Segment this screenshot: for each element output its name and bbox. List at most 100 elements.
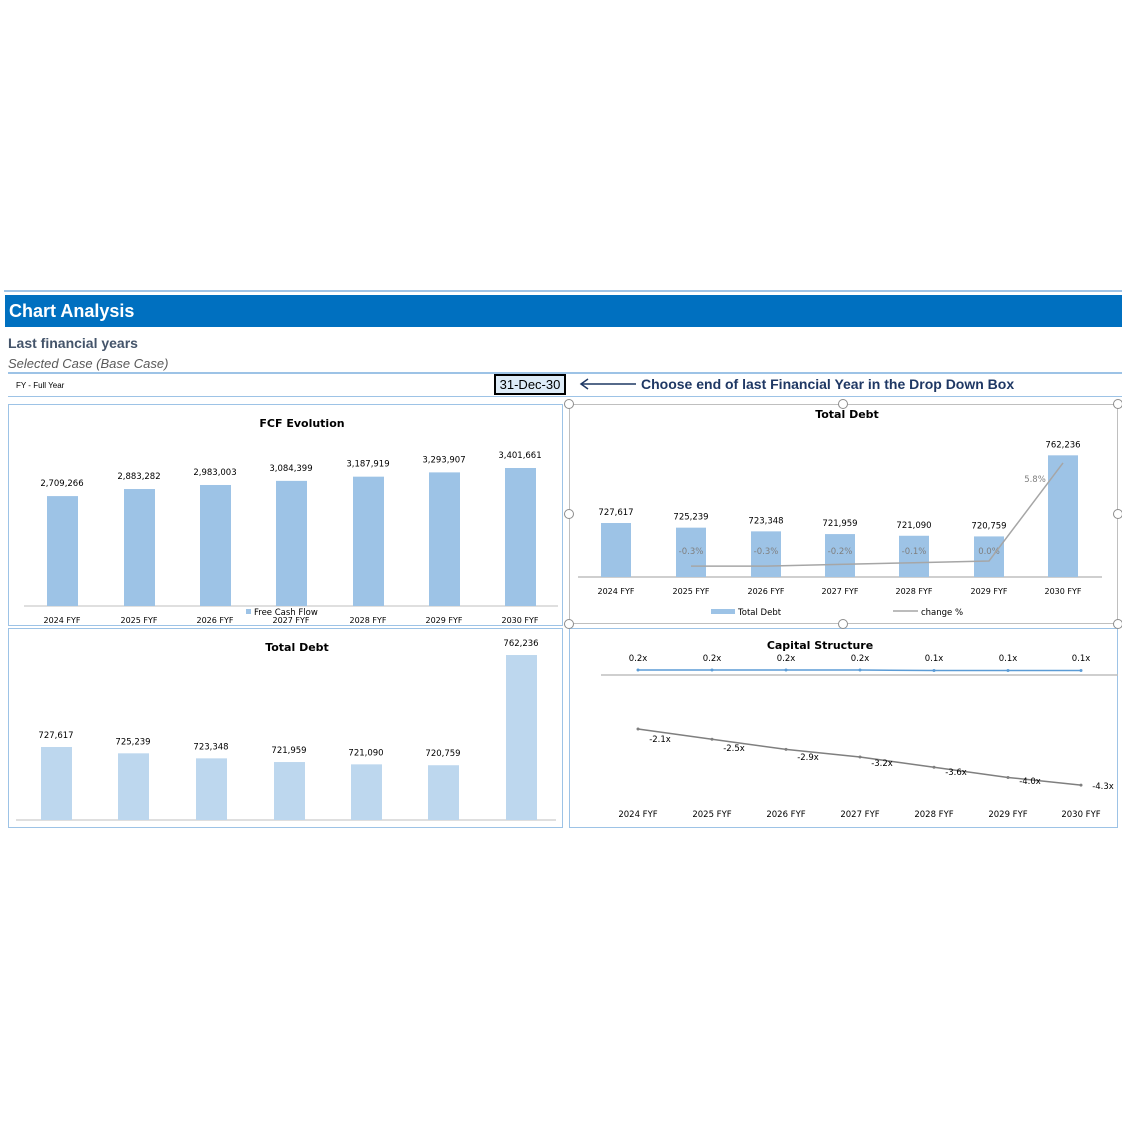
x-tick-label: 2027 FYF xyxy=(273,616,310,625)
series-point xyxy=(1079,669,1083,672)
data-label: 0.1x xyxy=(999,654,1018,664)
data-label: 762,236 xyxy=(1045,440,1080,450)
section-title: Last financial years xyxy=(8,335,138,351)
series-point xyxy=(858,668,862,672)
series-point xyxy=(1006,669,1010,672)
series-point xyxy=(932,669,936,672)
series-point xyxy=(636,668,640,672)
x-tick-label: 2030 FYF xyxy=(502,616,539,625)
data-label: 0.1x xyxy=(925,654,944,664)
change-label: -0.1% xyxy=(902,547,927,557)
bar xyxy=(274,762,305,820)
data-label: -2.5x xyxy=(723,744,745,754)
selected-case: Selected Case (Base Case) xyxy=(8,356,169,371)
chart-total-debt[interactable] xyxy=(8,628,563,828)
change-label: -0.2% xyxy=(828,547,853,557)
bar xyxy=(429,472,460,606)
x-tick-label: 2024 FYF xyxy=(598,587,635,596)
bar xyxy=(351,764,382,820)
data-label: 721,959 xyxy=(822,519,857,529)
legend-swatch xyxy=(246,609,251,614)
series-point xyxy=(1006,775,1010,779)
series-point xyxy=(784,668,788,672)
bar xyxy=(899,535,929,577)
data-label: 0.1x xyxy=(1072,654,1091,664)
data-label: 3,401,661 xyxy=(498,451,541,461)
bar xyxy=(751,531,781,577)
bar xyxy=(41,747,72,820)
x-tick-label: 2025 FYF xyxy=(121,616,158,625)
x-tick-label: 2027 FYF xyxy=(840,810,879,820)
divider xyxy=(8,372,1122,374)
series-point xyxy=(710,737,714,741)
data-label: 762,236 xyxy=(503,639,538,649)
data-label: 3,187,919 xyxy=(346,460,389,470)
arrow-left-icon xyxy=(579,378,636,390)
change-label: -0.3% xyxy=(754,547,779,557)
bar xyxy=(47,496,78,606)
x-tick-label: 2026 FYF xyxy=(766,810,805,820)
data-label: 0.2x xyxy=(777,654,796,664)
series-point xyxy=(636,727,640,731)
data-label: 2,883,282 xyxy=(117,472,160,482)
resize-handle xyxy=(838,619,848,629)
data-label: 723,348 xyxy=(748,516,783,526)
bar xyxy=(118,753,149,820)
x-tick-label: 2030 FYF xyxy=(1061,810,1100,820)
bar xyxy=(200,484,231,606)
bar xyxy=(505,468,536,606)
chart-title: Total Debt xyxy=(265,641,329,654)
divider xyxy=(8,396,1122,397)
change-label: 5.8% xyxy=(1024,475,1046,485)
data-label: 2,983,003 xyxy=(193,468,236,478)
x-tick-label: 2029 FYF xyxy=(988,810,1027,820)
bar xyxy=(428,765,459,820)
data-label: 723,348 xyxy=(193,742,228,752)
resize-handle xyxy=(564,509,574,519)
bar xyxy=(825,534,855,577)
change-line xyxy=(691,462,1064,567)
x-tick-label: 2025 FYF xyxy=(692,810,731,820)
data-label: -3.6x xyxy=(945,768,967,778)
bar xyxy=(196,758,227,820)
x-tick-label: 2024 FYF xyxy=(618,810,657,820)
bar xyxy=(974,536,1004,577)
bar xyxy=(506,655,537,820)
legend-label: Total Debt xyxy=(737,608,782,618)
chart-title: Capital Structure xyxy=(767,639,873,652)
bar xyxy=(601,523,631,577)
chart-title: FCF Evolution xyxy=(259,417,344,430)
data-label: 0.2x xyxy=(703,654,722,664)
x-tick-label: 2030 FYF xyxy=(1045,587,1082,596)
x-tick-label: 2026 FYF xyxy=(748,587,785,596)
change-label: 0.0% xyxy=(978,547,1000,557)
data-label: -2.9x xyxy=(797,753,819,763)
x-tick-label: 2028 FYF xyxy=(896,587,933,596)
series-point xyxy=(710,668,714,672)
data-label: 727,617 xyxy=(598,508,633,518)
bar xyxy=(124,489,155,606)
bar xyxy=(276,480,307,606)
fiscal-year-dropdown[interactable]: 31-Dec-30 xyxy=(494,374,566,395)
data-label: 720,759 xyxy=(971,521,1006,531)
x-tick-label: 2026 FYF xyxy=(197,616,234,625)
resize-handle xyxy=(838,399,848,409)
resize-handle xyxy=(564,619,574,629)
period-label: FY - Full Year xyxy=(16,381,65,390)
legend-label: Free Cash Flow xyxy=(254,608,318,618)
chart-title: Total Debt xyxy=(815,408,879,421)
data-label: 721,090 xyxy=(896,521,931,531)
chart-fcf-evolution[interactable] xyxy=(8,404,563,626)
x-tick-label: 2028 FYF xyxy=(350,616,387,625)
resize-handle xyxy=(1113,399,1122,409)
resize-handle xyxy=(1113,509,1122,519)
bar xyxy=(676,527,706,577)
data-label: -4.3x xyxy=(1092,782,1114,792)
bar xyxy=(353,476,384,606)
data-label: -3.2x xyxy=(871,759,893,769)
resize-handle xyxy=(1113,619,1122,629)
legend-label: change % xyxy=(921,608,963,618)
top-border xyxy=(4,290,1122,292)
x-tick-label: 2029 FYF xyxy=(426,616,463,625)
data-label: 0.2x xyxy=(851,654,870,664)
